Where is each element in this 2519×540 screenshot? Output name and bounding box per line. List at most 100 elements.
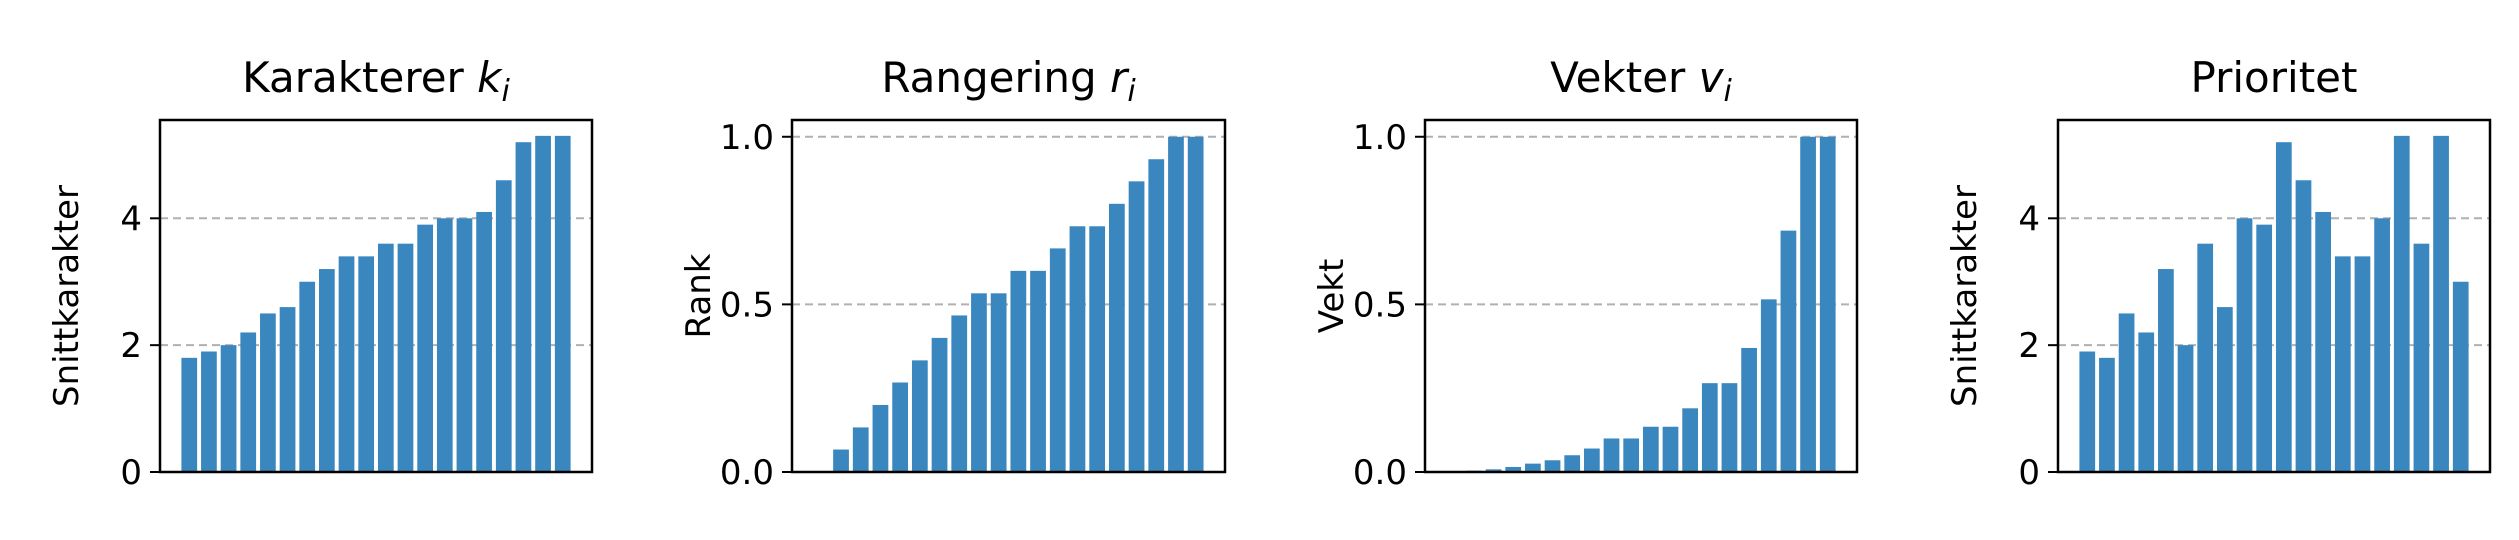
bar [2334,256,2351,472]
bar [2256,224,2273,472]
bar [951,315,968,472]
y-tick-label: 0.5 [720,285,774,325]
bar [1069,226,1086,472]
bar [515,142,532,473]
bar [1780,230,1797,472]
bar [1583,448,1600,472]
bar [911,360,928,472]
subplot-4: 0 2 4 Snittkarakter Prioritet [1945,53,2492,493]
bar [397,243,414,472]
bar [1682,408,1699,472]
bar [1525,463,1541,472]
bar [417,224,434,472]
bar [2354,256,2371,472]
bar [318,269,335,472]
bar [2275,142,2292,473]
subplot-2: 0.0 0.5 1.0 Rank Rangering ri [679,53,1227,493]
bar [2315,211,2332,472]
bar [1564,455,1581,472]
bar [535,135,551,473]
bar [1030,270,1046,472]
bar [1108,203,1125,473]
bar [833,449,849,472]
y-tick-label: 0.0 [720,453,774,493]
bar [1168,136,1184,472]
bar [1148,159,1165,473]
bar [1187,136,1204,472]
chart-title: Karakterer ki [242,53,510,109]
y-tick-label: 2 [2018,326,2040,366]
axes-frame [158,118,594,474]
bar [2295,180,2312,472]
y-tick-label: 4 [120,199,142,239]
chart-title: Rangering ri [881,53,1136,109]
bar [1544,460,1561,472]
bar [1623,438,1640,472]
y-axis-label: Snittkarakter [1945,185,1985,407]
y-tick-label: 0 [120,453,142,493]
bar [1800,136,1816,472]
y-axis-label: Snittkarakter [47,185,87,407]
bar [1760,299,1777,472]
bar [1603,438,1620,472]
bar [260,313,276,472]
bar [1049,248,1066,472]
bar [2374,218,2390,472]
bar [1010,270,1027,472]
bar [2118,313,2135,472]
y-tick-label: 0.5 [1353,285,1407,325]
y-axis-label: Vekt [1312,259,1352,334]
bar [1485,469,1502,472]
y-tick-label: 1.0 [720,118,774,158]
bar [299,281,316,472]
y-tick-label: 0 [2018,453,2040,493]
bar [2158,269,2174,472]
y-tick-label: 0.0 [1353,453,1407,493]
bar [1819,136,1836,472]
y-tick-label: 4 [2018,199,2040,239]
bar [181,357,198,472]
y-tick-label: 1.0 [1353,118,1407,158]
bar [554,135,571,473]
bar [456,218,473,472]
bar [2393,135,2410,473]
bar [2138,332,2155,472]
bar [1721,383,1738,472]
subplot-3: 0.0 0.5 1.0 Vekt Vekter vi [1312,53,1859,493]
bar [2099,357,2115,472]
bar [2197,243,2214,472]
bar [2216,307,2233,472]
bar [2433,135,2449,473]
chart-title: Vekter vi [1550,53,1732,109]
bar [2079,351,2096,472]
bar [1662,426,1679,472]
axes-frame [2056,118,2492,474]
subplot-1: 0 2 4 Snittkarakter Karakterer ki [47,53,594,493]
bar [2452,281,2469,472]
bar [2413,243,2430,472]
axes-frame [1423,118,1859,474]
bar [1741,347,1757,472]
bar [971,293,987,472]
bar [495,180,512,472]
bar [1089,226,1106,472]
bar [2177,345,2194,472]
bar [201,351,217,472]
chart-title: Prioritet [2191,53,2358,102]
bar [1642,426,1659,472]
bar [220,345,237,472]
bar [1701,383,1718,472]
bar [990,293,1007,472]
bar [872,404,889,472]
bar [358,256,375,472]
bar [931,337,948,472]
bar [476,211,492,472]
bar [436,218,453,472]
bar [377,243,394,472]
y-axis-label: Rank [679,253,719,338]
bar [279,307,296,472]
y-tick-label: 2 [120,326,142,366]
bar [852,427,869,472]
